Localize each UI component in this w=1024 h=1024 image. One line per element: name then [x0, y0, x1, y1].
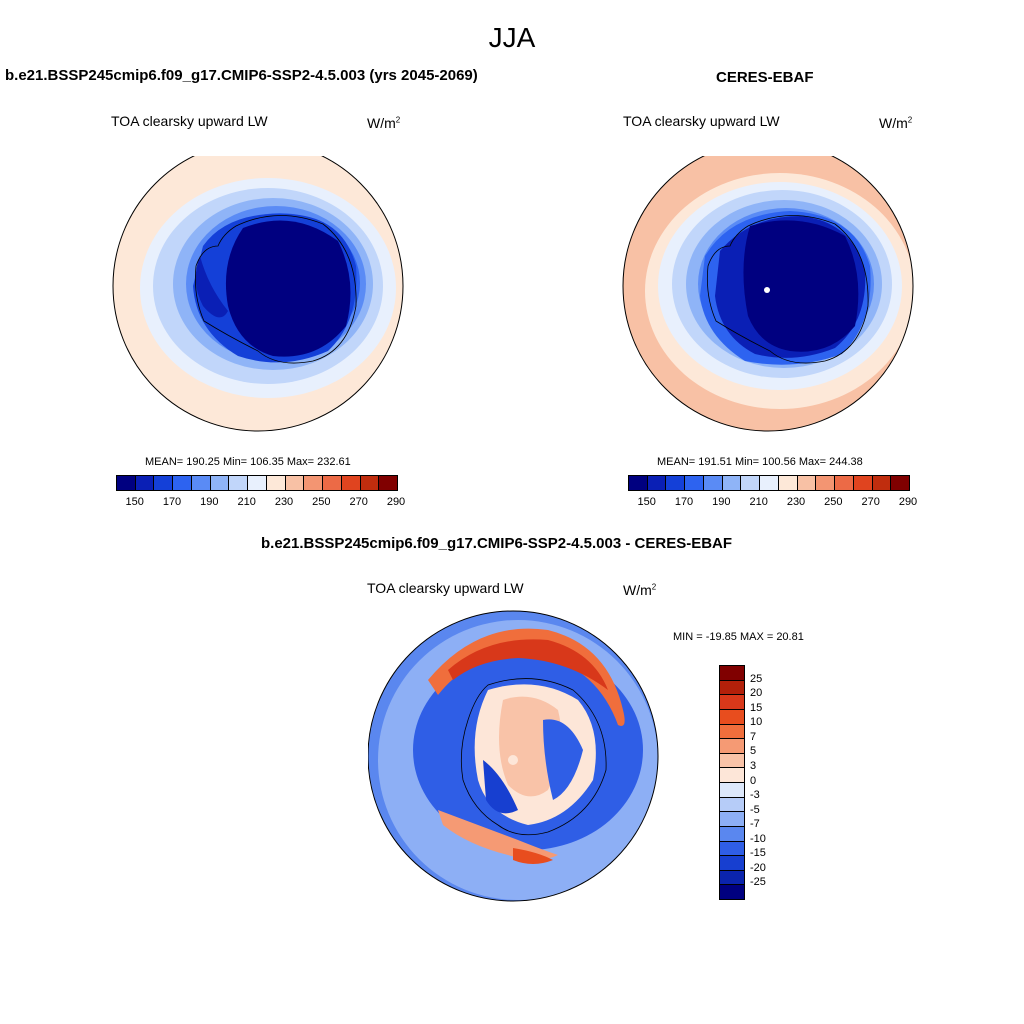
diff-colorbar-labels: 25 20 15 10 7 5 3 0 -3 -5 -7 -10 -15 -20 -25 [750, 665, 790, 898]
colorbar-tick-label: 190 [200, 496, 219, 508]
season-title: JJA [488, 22, 536, 53]
colorbar-swatch [720, 680, 744, 696]
left-stats: MEAN= 190.25 Min= 106.35 Max= 232.61 [145, 456, 351, 468]
right-colorbar [628, 475, 910, 491]
diff-minmax: MIN = -19.85 MAX = 20.81 [673, 631, 804, 643]
colorbar-tick-label: 150 [125, 496, 144, 508]
colorbar-swatch [720, 870, 744, 886]
colorbar-tick-label: 270 [349, 496, 368, 508]
diff-colorbar [719, 665, 745, 900]
colorbar-swatch [778, 476, 798, 490]
colorbar-tick-label: 5 [750, 745, 757, 758]
colorbar-tick-label: -7 [750, 818, 760, 831]
colorbar-tick-label: 290 [898, 496, 918, 508]
colorbar-swatch [853, 476, 873, 490]
colorbar-tick-label: 20 [750, 687, 763, 700]
diff-units-label: W/m2 [623, 582, 657, 598]
colorbar-swatch [323, 476, 342, 490]
colorbar-swatch [360, 476, 380, 490]
colorbar-swatch [173, 476, 192, 490]
colorbar-tick-label: 230 [786, 496, 806, 508]
diff-polar-map [368, 610, 659, 902]
colorbar-swatch [872, 476, 892, 490]
colorbar-tick-label: 10 [750, 716, 763, 729]
colorbar-tick-label: 3 [750, 759, 757, 772]
colorbar-tick-label: -20 [750, 861, 766, 874]
colorbar-swatch [341, 476, 361, 490]
left-panel-title: b.e21.BSSP245cmip6.f09_g17.CMIP6-SSP2-4.… [5, 67, 478, 84]
colorbar-swatch [154, 476, 174, 490]
colorbar-swatch [760, 476, 779, 490]
colorbar-tick-label: 170 [674, 496, 694, 508]
colorbar-swatch [379, 476, 398, 490]
colorbar-tick-label: 150 [637, 496, 656, 508]
colorbar-tick-label: 210 [237, 496, 256, 508]
colorbar-swatch [722, 476, 742, 490]
colorbar-tick-label: -25 [750, 876, 766, 889]
colorbar-tick-label: 270 [861, 496, 880, 508]
colorbar-tick-label: 7 [750, 730, 757, 743]
left-polar-map [112, 156, 404, 432]
colorbar-swatch [720, 826, 744, 842]
colorbar-tick-label: 290 [386, 496, 406, 508]
colorbar-tick-label: 230 [274, 496, 294, 508]
colorbar-swatch [720, 724, 744, 740]
left-colorbar [116, 475, 398, 491]
colorbar-swatch [304, 476, 324, 490]
colorbar-swatch [720, 709, 744, 725]
colorbar-swatch [703, 476, 723, 490]
colorbar-tick-label: -3 [750, 789, 760, 802]
colorbar-tick-label: 250 [824, 496, 843, 508]
right-units-label: W/m2 [879, 115, 913, 131]
colorbar-tick-label: -15 [750, 847, 766, 860]
colorbar-swatch [720, 856, 744, 871]
colorbar-tick-label: 210 [749, 496, 768, 508]
left-units-label: W/m2 [367, 115, 401, 131]
colorbar-tick-label: 0 [750, 774, 757, 787]
colorbar-swatch [720, 666, 744, 681]
colorbar-swatch [816, 476, 836, 490]
colorbar-swatch [629, 476, 648, 490]
colorbar-swatch [685, 476, 704, 490]
colorbar-swatch [720, 885, 744, 899]
colorbar-swatch [191, 476, 211, 490]
diff-panel-title: b.e21.BSSP245cmip6.f09_g17.CMIP6-SSP2-4.… [261, 535, 733, 552]
colorbar-swatch [248, 476, 267, 490]
colorbar-swatch [741, 476, 761, 490]
colorbar-swatch [117, 476, 136, 490]
colorbar-tick-label: 170 [162, 496, 182, 508]
left-variable-label: TOA clearsky upward LW [111, 113, 268, 129]
colorbar-swatch [720, 812, 744, 827]
colorbar-swatch [720, 841, 744, 857]
colorbar-swatch [720, 768, 744, 783]
colorbar-swatch [720, 739, 744, 754]
right-colorbar-ticks: 150 170 190 210 230 250 270 290 [628, 496, 917, 510]
colorbar-swatch [229, 476, 249, 490]
colorbar-swatch [210, 476, 230, 490]
colorbar-tick-label: 25 [750, 672, 763, 685]
colorbar-tick-label: -10 [750, 832, 766, 845]
colorbar-swatch [135, 476, 155, 490]
colorbar-swatch [720, 797, 744, 813]
colorbar-swatch [835, 476, 854, 490]
colorbar-swatch [666, 476, 686, 490]
colorbar-swatch [720, 783, 744, 798]
right-panel-title: CERES-EBAF [716, 69, 814, 86]
colorbar-swatch [647, 476, 667, 490]
colorbar-swatch [285, 476, 305, 490]
left-colorbar-ticks: 150 170 190 210 230 250 270 290 [116, 496, 405, 510]
right-variable-label: TOA clearsky upward LW [623, 113, 780, 129]
colorbar-tick-label: -5 [750, 803, 760, 816]
colorbar-tick-label: 15 [750, 701, 763, 714]
colorbar-swatch [720, 695, 744, 710]
colorbar-tick-label: 190 [712, 496, 731, 508]
colorbar-swatch [720, 753, 744, 769]
right-stats: MEAN= 191.51 Min= 100.56 Max= 244.38 [657, 456, 863, 468]
colorbar-swatch [797, 476, 817, 490]
diff-variable-label: TOA clearsky upward LW [367, 580, 524, 596]
right-polar-map [622, 156, 914, 432]
colorbar-swatch [891, 476, 910, 490]
colorbar-swatch [266, 476, 286, 490]
colorbar-tick-label: 250 [312, 496, 331, 508]
